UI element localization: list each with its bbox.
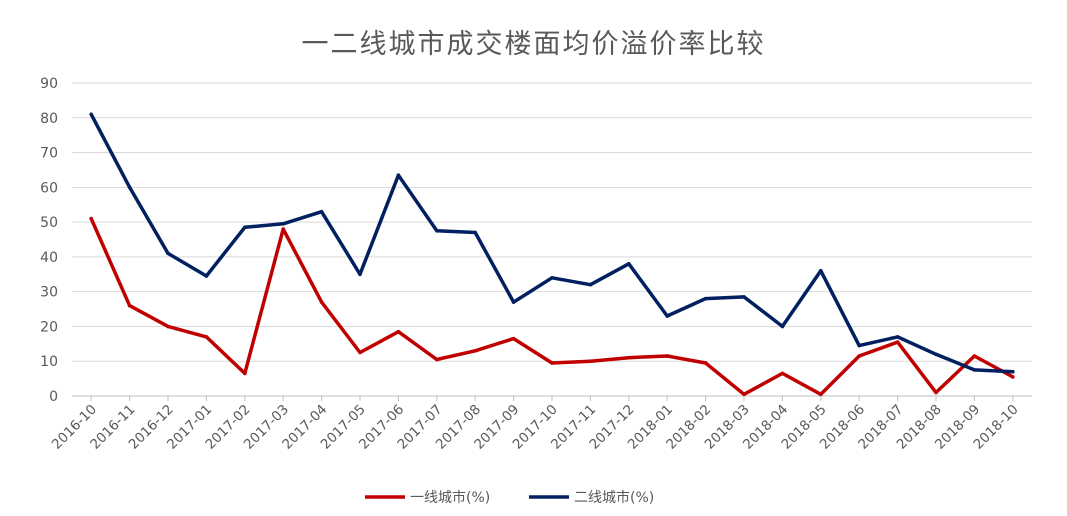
- y-tick-label: 10: [40, 354, 58, 370]
- data-point: [934, 390, 938, 395]
- data-point: [857, 343, 861, 348]
- data-point: [627, 355, 631, 360]
- data-point: [204, 335, 209, 339]
- data-point: [857, 354, 861, 358]
- data-point: [473, 230, 478, 235]
- data-point: [281, 222, 286, 226]
- data-point: [742, 392, 746, 397]
- y-tick-label: 50: [40, 215, 58, 231]
- data-point: [243, 225, 247, 230]
- data-point: [819, 392, 823, 397]
- data-point: [934, 352, 938, 357]
- data-point: [319, 300, 324, 304]
- data-point: [435, 229, 439, 233]
- data-point: [511, 336, 516, 341]
- data-point: [89, 112, 93, 117]
- data-point: [588, 282, 593, 287]
- data-point: [243, 371, 247, 376]
- data-point: [703, 296, 708, 301]
- data-point: [166, 251, 170, 256]
- y-axis-ticks: 0 10 20 30 40 50 60 70 80 90: [40, 76, 58, 405]
- x-axis-ticks: 2016-102016-112016-122017-012017-022017-…: [49, 396, 1022, 453]
- chart-title: 一二线城市成交楼面均价溢价率比较: [301, 29, 766, 60]
- data-point: [665, 314, 669, 318]
- y-tick-label: 20: [40, 319, 58, 335]
- data-point: [1011, 375, 1015, 379]
- y-tick-label: 40: [40, 250, 58, 266]
- data-point: [435, 357, 439, 362]
- y-tick-label: 0: [49, 389, 58, 405]
- series-lines: [89, 112, 1015, 397]
- legend: 一线城市(%) 二线城市(%): [365, 489, 654, 506]
- y-tick-label: 30: [40, 285, 58, 301]
- y-tick-label: 70: [40, 146, 58, 162]
- data-point: [665, 354, 669, 358]
- data-point: [473, 348, 478, 353]
- y-tick-label: 80: [40, 111, 58, 127]
- data-point: [703, 361, 708, 365]
- data-point: [166, 324, 170, 329]
- data-point: [319, 209, 324, 214]
- data-point: [780, 371, 785, 376]
- data-point: [358, 350, 362, 355]
- data-point: [281, 227, 286, 231]
- data-point: [972, 354, 977, 358]
- data-point: [89, 216, 93, 221]
- data-point: [358, 272, 362, 277]
- data-point: [550, 275, 554, 280]
- data-point: [511, 300, 516, 304]
- data-point: [742, 295, 746, 299]
- data-point: [1011, 369, 1015, 374]
- data-point: [127, 303, 132, 308]
- data-point: [396, 173, 401, 177]
- data-point: [972, 368, 977, 372]
- data-point: [895, 335, 900, 339]
- legend-label: 一线城市(%): [410, 489, 490, 506]
- data-point: [780, 324, 785, 329]
- y-tick-label: 60: [40, 180, 58, 196]
- data-point: [127, 185, 132, 190]
- data-point: [895, 340, 900, 344]
- data-point: [550, 361, 554, 365]
- data-point: [588, 359, 593, 364]
- data-point: [204, 274, 209, 278]
- data-point: [627, 262, 631, 266]
- data-point: [819, 269, 823, 273]
- data-point: [396, 329, 401, 334]
- gridlines: [72, 82, 1032, 397]
- y-tick-label: 90: [40, 76, 58, 92]
- legend-label: 二线城市(%): [574, 489, 654, 506]
